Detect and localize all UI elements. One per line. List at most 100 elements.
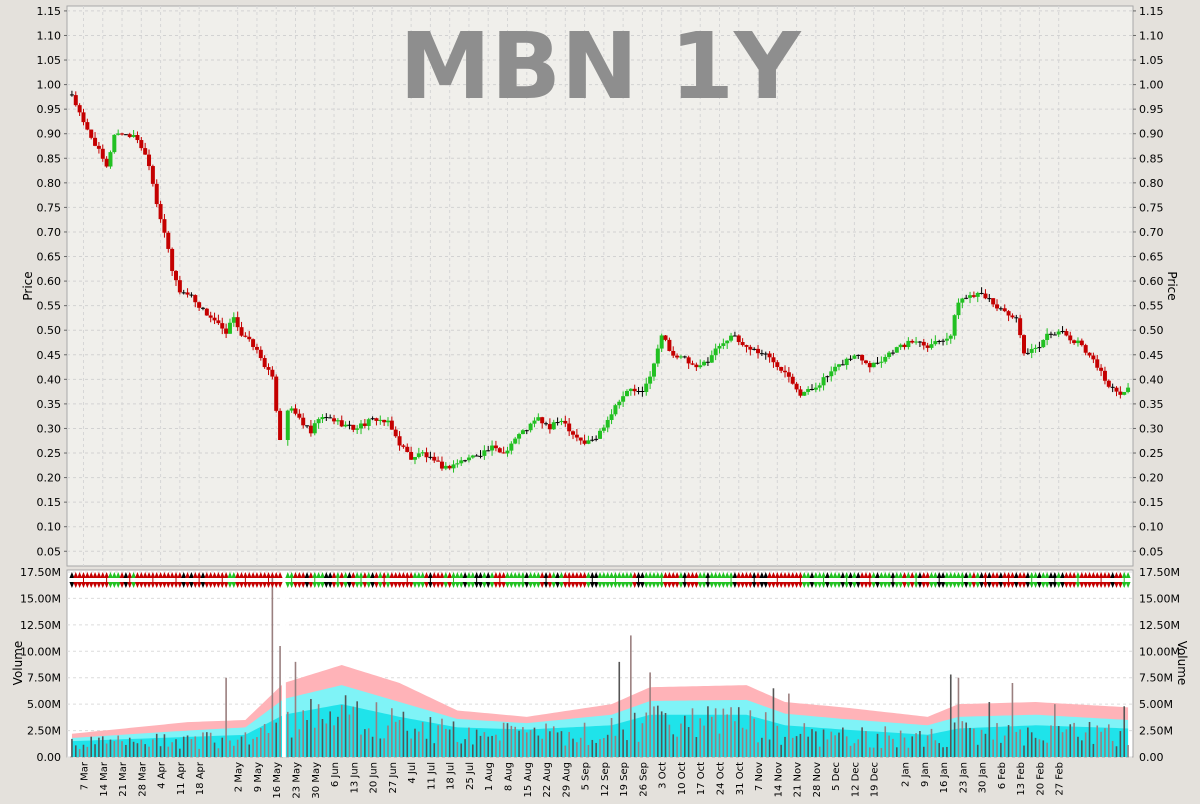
price-panel	[66, 5, 1134, 567]
signal-marker-up	[616, 572, 622, 578]
candle-body	[158, 204, 163, 220]
signal-marker-down	[296, 582, 302, 588]
candle-body	[328, 417, 333, 419]
signal-marker-down	[952, 582, 958, 588]
signal-marker-down	[986, 582, 992, 588]
candle-body	[991, 298, 996, 305]
signal-marker-up	[115, 572, 121, 578]
date-tick-label: 23 Jan	[958, 762, 969, 793]
candle-body	[96, 145, 101, 149]
price-tick-label: 1.00	[1139, 79, 1164, 92]
candle-body	[890, 352, 895, 354]
candle-body	[231, 317, 236, 323]
candle-body	[1029, 348, 1034, 353]
signal-marker-down	[547, 582, 553, 588]
signal-marker-down	[878, 582, 884, 588]
candle-body	[1122, 391, 1127, 395]
date-tick-label: 14 Nov	[773, 762, 784, 798]
signal-marker-down	[319, 582, 325, 588]
price-axis-right: 0.05 0.10 0.15 0.20 0.25 0.30 0.35 0.40 0.45 0.50…	[1133, 5, 1164, 558]
candle-body	[447, 465, 452, 469]
price-tick-label: 1.15	[37, 5, 62, 18]
signal-marker-down	[736, 582, 742, 588]
candle-body	[528, 423, 533, 431]
candle-body	[517, 434, 522, 439]
signal-marker-up	[709, 572, 715, 578]
signal-marker-up	[767, 572, 773, 578]
candle-body	[208, 315, 213, 318]
candle-body	[289, 408, 294, 411]
signal-marker-up	[902, 572, 908, 578]
candle-body	[486, 450, 491, 452]
signal-marker-down	[539, 582, 545, 588]
signal-marker-up	[350, 572, 356, 578]
date-tick-label: 11 Apr	[176, 761, 187, 795]
candle-body	[825, 376, 830, 378]
candle-body	[1060, 331, 1065, 333]
price-tick-label: 0.85	[37, 152, 62, 165]
signal-marker-down	[678, 582, 684, 588]
price-tick-label: 0.40	[1139, 373, 1164, 386]
signal-marker-down	[439, 582, 445, 588]
signal-marker-down	[1056, 582, 1062, 588]
candle-body	[725, 340, 730, 344]
signal-marker-down	[886, 582, 892, 588]
signal-marker-down	[593, 582, 599, 588]
signal-marker-down	[478, 582, 484, 588]
signal-marker-down	[759, 582, 765, 588]
signal-marker-down	[1094, 582, 1100, 588]
signal-marker-up	[516, 572, 522, 578]
signal-marker-down	[1102, 582, 1108, 588]
signal-marker-up	[990, 572, 996, 578]
candle-body	[686, 357, 691, 364]
signal-marker-down	[269, 582, 275, 588]
candle-body	[1126, 387, 1131, 392]
signal-marker-down	[400, 582, 406, 588]
signal-marker-down	[1033, 582, 1039, 588]
candle-body	[355, 428, 360, 430]
signal-marker-up	[1110, 572, 1116, 578]
candle-body	[802, 391, 807, 396]
candle-body	[821, 377, 826, 386]
signal-marker-down	[859, 582, 865, 588]
candle-body	[628, 388, 633, 391]
candle-body	[1106, 380, 1111, 387]
signal-marker-down	[551, 582, 557, 588]
candle-body	[193, 295, 198, 303]
signal-marker-down	[570, 582, 576, 588]
signal-marker-up	[504, 572, 510, 578]
signal-marker-down	[848, 582, 854, 588]
candle-body	[200, 307, 205, 309]
signal-marker-up	[921, 572, 927, 578]
candle-body	[594, 438, 599, 440]
signal-marker-down	[1079, 582, 1085, 588]
date-tick-label: 7 Mar	[79, 761, 90, 790]
signal-marker-up	[1071, 572, 1077, 578]
signal-marker-up	[319, 572, 325, 578]
signal-marker-up	[1048, 572, 1054, 578]
signal-marker-up	[185, 572, 191, 578]
candle-body	[910, 340, 915, 343]
signal-marker-up	[539, 572, 545, 578]
candle-body	[956, 302, 961, 316]
signal-marker-down	[489, 582, 495, 588]
candle-body	[243, 335, 248, 337]
candle-body	[563, 420, 568, 424]
signal-marker-up	[212, 572, 218, 578]
candle-body	[995, 304, 1000, 309]
candle-body	[547, 424, 552, 430]
signal-marker-up	[555, 572, 561, 578]
signal-marker-up	[208, 572, 214, 578]
candle-body	[887, 352, 892, 357]
signal-marker-down	[801, 582, 807, 588]
signal-marker-up	[690, 572, 696, 578]
signal-marker-down	[1067, 582, 1073, 588]
signal-marker-up	[585, 572, 591, 578]
date-tick-label: 13 Jun	[349, 762, 360, 794]
candle-body	[675, 355, 680, 358]
candle-body	[1025, 352, 1030, 354]
signal-marker-up	[647, 572, 653, 578]
signal-marker-down	[169, 582, 175, 588]
signal-marker-down	[508, 582, 514, 588]
signal-marker-up	[940, 572, 946, 578]
